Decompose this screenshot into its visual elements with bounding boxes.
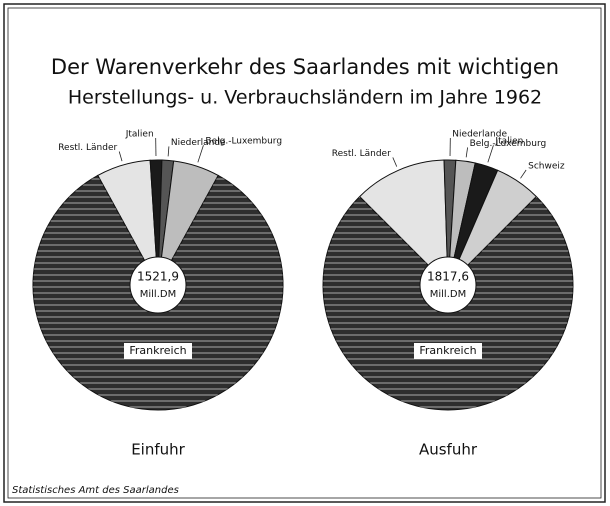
leader-line: [167, 146, 170, 157]
frame-inner: [7, 7, 602, 499]
chart-subtitle: Herstellungs- u. Verbrauchsländern im Ja…: [68, 87, 542, 109]
slice-label: Restl. Länder: [58, 143, 117, 153]
pie-slice: [358, 159, 449, 287]
slice-label: Jtalien: [125, 130, 154, 140]
slice-label: Belg.-Luxemburg: [205, 137, 282, 147]
chart-title: Der Warenverkehr des Saarlandes mit wich…: [51, 55, 559, 79]
label-bg: [414, 343, 482, 359]
slice-label: Schweiz: [528, 162, 565, 172]
slice-label: Restl. Länder: [332, 149, 391, 159]
pie-label: Einfuhr: [131, 441, 185, 459]
leader-line: [487, 145, 494, 163]
slice-label: Niederlande: [452, 130, 507, 140]
slice-label: Niederlande: [171, 138, 226, 148]
frame: [3, 3, 606, 503]
slice-label: Frankreich: [129, 344, 186, 357]
source: Statistisches Amt des Saarlandes: [12, 485, 179, 496]
slice-label: Jtalien: [494, 137, 523, 147]
unit-label: Mill.DM: [140, 289, 176, 300]
total-label: 1521,9: [137, 270, 179, 284]
slice-label: Belg.-Luxemburg: [470, 139, 547, 149]
leader-line: [118, 151, 123, 162]
label-bg: [124, 343, 192, 359]
slice-label: Frankreich: [419, 344, 476, 357]
pie-label: Ausfuhr: [419, 441, 478, 459]
leader-line: [520, 169, 527, 179]
leader-line: [465, 147, 468, 158]
center-disc: [129, 256, 187, 314]
center-disc: [419, 256, 477, 314]
total-label: 1817,6: [427, 270, 469, 284]
leader-line: [197, 145, 204, 163]
leader-line: [392, 157, 398, 167]
unit-label: Mill.DM: [430, 289, 466, 300]
